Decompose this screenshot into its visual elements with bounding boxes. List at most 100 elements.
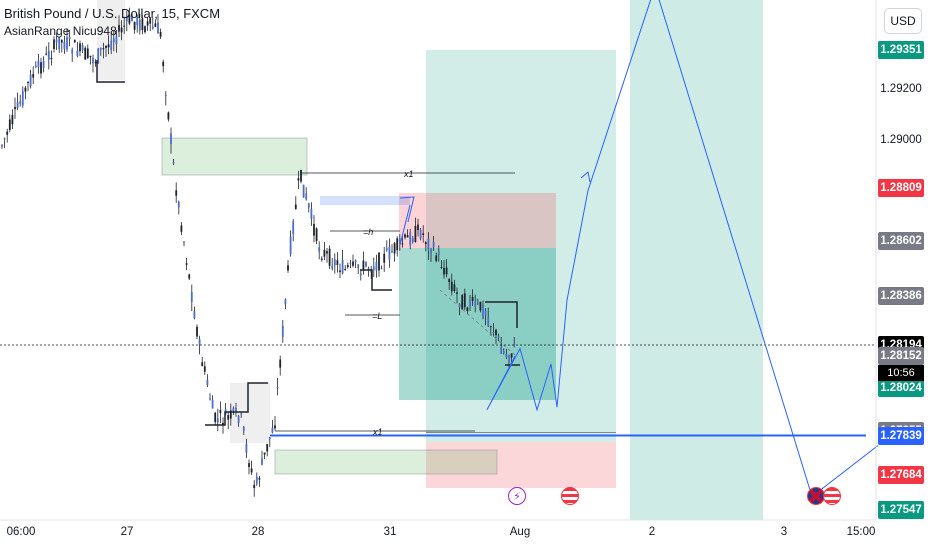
candle-body	[513, 343, 516, 347]
candle-body	[14, 106, 16, 110]
price-tag: 1.28024	[878, 379, 924, 398]
candle-body	[110, 40, 113, 50]
candle-body	[391, 250, 393, 253]
candle-body	[167, 112, 170, 120]
candle-body	[396, 238, 399, 251]
candle-body	[162, 61, 165, 67]
candle-body	[419, 229, 422, 239]
candle-body	[305, 193, 308, 200]
price-tag: 1.28152	[878, 346, 924, 365]
candle-body	[341, 259, 344, 274]
candle-body	[409, 232, 412, 246]
candle-body	[422, 233, 425, 235]
candle-body	[151, 26, 154, 29]
candle-body	[216, 418, 219, 423]
asian-range-line	[485, 301, 518, 328]
symbol-title: British Pound / U.S. Dollar, 15, FXCM	[4, 6, 221, 21]
short-target-zone	[399, 248, 556, 400]
candle-body	[185, 263, 188, 265]
candle-body	[466, 307, 469, 312]
candle-body	[125, 15, 128, 22]
candle-body	[133, 21, 136, 30]
candle-body	[474, 301, 477, 307]
price-tag: 1.27684	[878, 466, 924, 485]
projection-arrow-head	[580, 171, 591, 183]
time-tick: 27	[120, 526, 134, 538]
candle-body	[427, 238, 430, 251]
candle-body	[448, 279, 451, 283]
candle-body	[6, 131, 9, 135]
projection-path	[486, 0, 879, 498]
candle-body	[206, 379, 209, 385]
candle-body	[307, 203, 310, 208]
candle-body	[60, 39, 63, 43]
candle-body	[76, 50, 79, 56]
candle-body	[193, 311, 196, 319]
candle-body	[450, 281, 453, 292]
candle-body	[159, 32, 162, 37]
candle-body	[258, 478, 261, 480]
candle-body	[331, 265, 334, 269]
candle-body	[323, 249, 326, 257]
candle-body	[3, 138, 6, 140]
candle-body	[294, 204, 297, 209]
indicator-label[interactable]: AsianRange Nicu948	[4, 24, 117, 38]
candle-body	[11, 114, 14, 125]
currency-button[interactable]: USD	[884, 8, 922, 34]
candle-body	[198, 339, 201, 345]
candle-body	[118, 24, 120, 32]
time-tick: 15:00	[846, 526, 876, 538]
candle-body	[378, 252, 380, 271]
candle-body	[326, 251, 328, 254]
candle-body	[487, 316, 490, 326]
candle-body	[68, 36, 71, 40]
demand-zone-lower	[274, 449, 498, 475]
label-equal-high: =h	[363, 227, 373, 237]
candle-body	[302, 184, 305, 198]
candle-body	[211, 399, 214, 409]
candle-body	[339, 270, 341, 273]
price-tag: 1.28809	[878, 179, 924, 198]
candle-body	[333, 259, 336, 266]
time-tick: 28	[251, 526, 265, 538]
candle-body	[383, 253, 386, 263]
candle-body	[492, 332, 495, 334]
candle-body	[443, 268, 445, 275]
us-flag-icon[interactable]	[561, 487, 579, 505]
long-target-zone-2	[630, 0, 763, 520]
candle-body	[250, 468, 253, 473]
candle-body	[458, 303, 461, 307]
candle-body	[346, 265, 349, 268]
candle-body	[417, 224, 419, 231]
candle-body	[349, 262, 352, 264]
uk-flag-icon[interactable]	[807, 487, 825, 505]
candle-body	[336, 260, 339, 266]
price-tag: 1.29200	[880, 82, 922, 95]
candle-body	[86, 48, 89, 59]
candle-body	[92, 57, 94, 64]
candle-body	[157, 22, 159, 34]
candle-body	[146, 21, 149, 26]
candle-body	[107, 44, 110, 48]
lightning-icon[interactable]: ⚡	[508, 487, 526, 505]
candle-body	[24, 87, 27, 92]
candle-body	[58, 36, 61, 50]
bar-countdown: 10:56	[878, 365, 924, 381]
candle-body	[222, 422, 224, 425]
candle-body	[313, 223, 315, 236]
candle-body	[55, 39, 58, 43]
candle-body	[456, 292, 458, 294]
candle-body	[196, 326, 198, 337]
us-flag-icon[interactable]	[823, 487, 841, 505]
candle-body	[432, 241, 435, 248]
candle-body	[430, 249, 432, 255]
candle-body	[136, 16, 139, 26]
candle-body	[453, 284, 456, 292]
candle-body	[261, 458, 263, 465]
candle-body	[463, 293, 466, 308]
label-equal-low: =L	[372, 311, 382, 321]
fvg-zone	[320, 196, 410, 205]
candle-body	[479, 301, 482, 311]
candle-body	[154, 23, 157, 27]
